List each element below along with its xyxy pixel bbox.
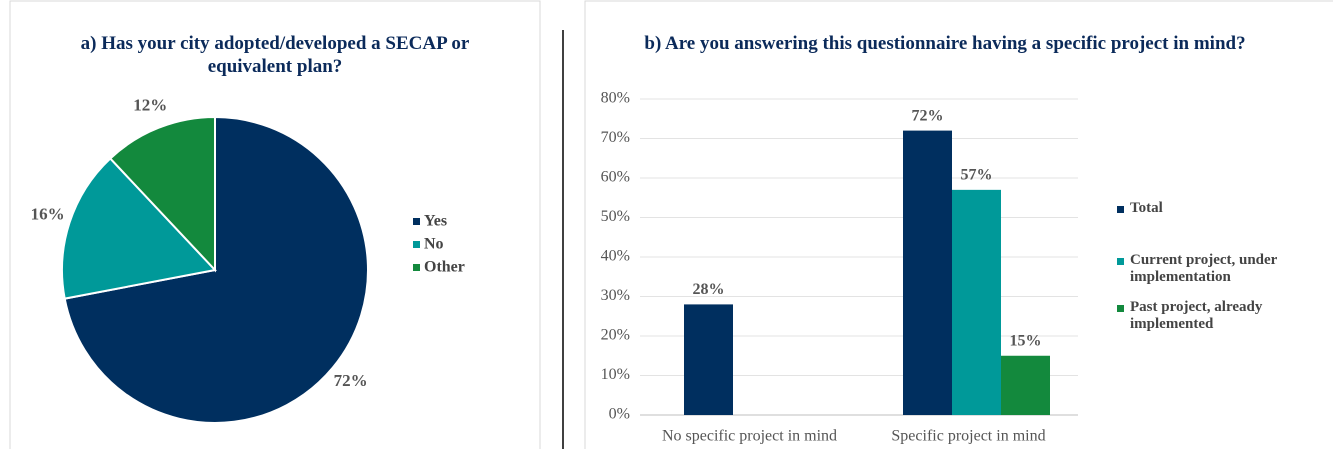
pie-slice xyxy=(61,157,217,300)
bar xyxy=(903,130,952,415)
data-label: 72% xyxy=(912,107,944,124)
bar-title: b) Are you answering this questionnaire … xyxy=(644,33,1246,54)
y-tick-label: 10% xyxy=(601,366,630,383)
bar xyxy=(684,304,733,415)
bar xyxy=(1001,355,1050,415)
pie-title: a) Has your city adopted/developed a SEC… xyxy=(80,33,470,77)
panel-border xyxy=(9,0,541,449)
bar xyxy=(952,189,1001,415)
y-tick-label: 0% xyxy=(609,406,630,423)
data-label: 28% xyxy=(693,281,725,298)
legend-swatch xyxy=(413,218,420,225)
y-tick-label: 80% xyxy=(601,90,630,107)
panel-border xyxy=(584,0,1333,449)
y-tick-label: 30% xyxy=(601,287,630,304)
y-tick-label: 70% xyxy=(601,129,630,146)
x-tick-label: Specific project in mind xyxy=(891,428,1045,445)
y-tick-label: 50% xyxy=(601,208,630,225)
pie-slice xyxy=(108,115,216,273)
legend-swatch xyxy=(1117,206,1124,213)
legend-label: Total xyxy=(1130,200,1163,216)
y-tick-label: 60% xyxy=(601,169,630,186)
legend-label: Other xyxy=(424,259,465,276)
x-tick-label: No specific project in mind xyxy=(662,428,837,445)
legend-swatch xyxy=(1117,305,1124,312)
data-label: 72% xyxy=(334,371,368,390)
legend-label: Yes xyxy=(424,213,447,230)
legend-swatch xyxy=(413,264,420,271)
legend-label: No xyxy=(424,236,444,253)
legend-swatch xyxy=(413,241,420,248)
legend-label: Past project, already implemented xyxy=(1130,299,1263,332)
data-label: 16% xyxy=(31,205,65,224)
data-label: 57% xyxy=(961,167,993,184)
data-label: 12% xyxy=(133,95,167,114)
legend-label: Current project, under implementation xyxy=(1130,252,1278,285)
y-tick-label: 40% xyxy=(601,248,630,265)
legend-swatch xyxy=(1117,258,1124,265)
data-label: 15% xyxy=(1010,332,1042,349)
y-tick-label: 20% xyxy=(601,327,630,344)
